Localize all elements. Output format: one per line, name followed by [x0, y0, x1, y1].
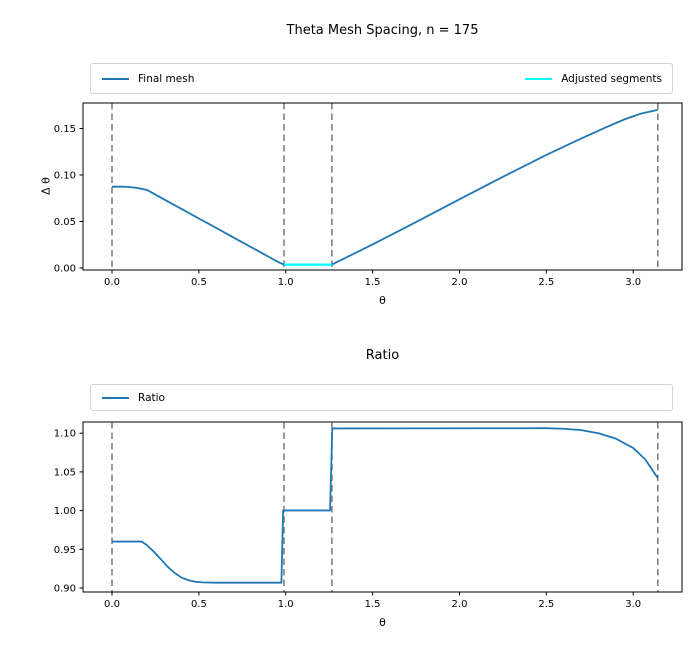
x-tick-label: 1.5	[365, 599, 381, 610]
top-chart-xlabel: θ	[379, 294, 386, 307]
ratio-line-swatch	[102, 396, 129, 399]
y-tick-label: 0.10	[54, 171, 76, 182]
axes-frame	[82, 421, 683, 593]
y-tick-label: 1.05	[54, 467, 76, 478]
y-tick-label: 1.10	[54, 429, 76, 440]
legend-label-final-mesh: Final mesh	[138, 72, 195, 85]
x-tick-label: 2.5	[538, 277, 554, 288]
x-tick-label: 1.0	[278, 277, 294, 288]
y-tick-label: 1.00	[54, 506, 76, 517]
legend-label-adjusted-segments: Adjusted segments	[561, 72, 662, 85]
y-tick-label: 0.90	[54, 584, 76, 595]
x-tick-label: 3.0	[625, 599, 641, 610]
x-tick-label: 0.0	[104, 599, 120, 610]
x-tick-label: 2.5	[538, 599, 554, 610]
axes-frame	[82, 102, 683, 271]
series-line-final-mesh	[111, 109, 658, 266]
y-tick-label: 0.15	[54, 124, 76, 135]
bottom-chart-xlabel: θ	[379, 616, 386, 629]
x-tick-label: 2.0	[452, 599, 468, 610]
x-tick-label: 0.5	[191, 277, 207, 288]
legend-entry-adjusted-segments: Adjusted segments	[525, 73, 662, 85]
legend-label-ratio: Ratio	[138, 391, 165, 404]
x-tick-label: 1.5	[365, 277, 381, 288]
x-tick-label: 2.0	[452, 277, 468, 288]
top-chart-title: Theta Mesh Spacing, n = 175	[286, 23, 479, 38]
legend-entry-ratio: Ratio	[102, 392, 165, 404]
axes-1: 0.0 0.5 1.0 1.5 2.0 2.5 3.0 0.90 0.95 1.00 1.05 1.1…	[54, 421, 683, 610]
y-tick-label: 0.95	[54, 545, 76, 556]
x-tick-label: 1.0	[278, 599, 294, 610]
legend-entry-final-mesh: Final mesh	[102, 73, 194, 85]
top-legend: Final mesh Adjusted segments	[90, 63, 673, 94]
adjusted-segments-line-swatch	[525, 77, 553, 80]
y-tick-label: 0.05	[54, 217, 76, 228]
x-tick-label: 3.0	[625, 277, 641, 288]
x-tick-label: 0.0	[104, 277, 120, 288]
top-chart-ylabel: Δ θ	[39, 177, 53, 195]
final-mesh-line-swatch	[102, 77, 129, 80]
series-line-ratio	[112, 427, 659, 584]
axes-0: 0.0 0.5 1.0 1.5 2.0 2.5 3.0 0.00 0.05 0.10 0.15	[54, 102, 683, 288]
x-tick-label: 0.5	[191, 599, 207, 610]
y-tick-label: 0.00	[54, 264, 76, 275]
bottom-legend: Ratio	[90, 384, 673, 411]
bottom-chart-title: Ratio	[365, 348, 400, 363]
